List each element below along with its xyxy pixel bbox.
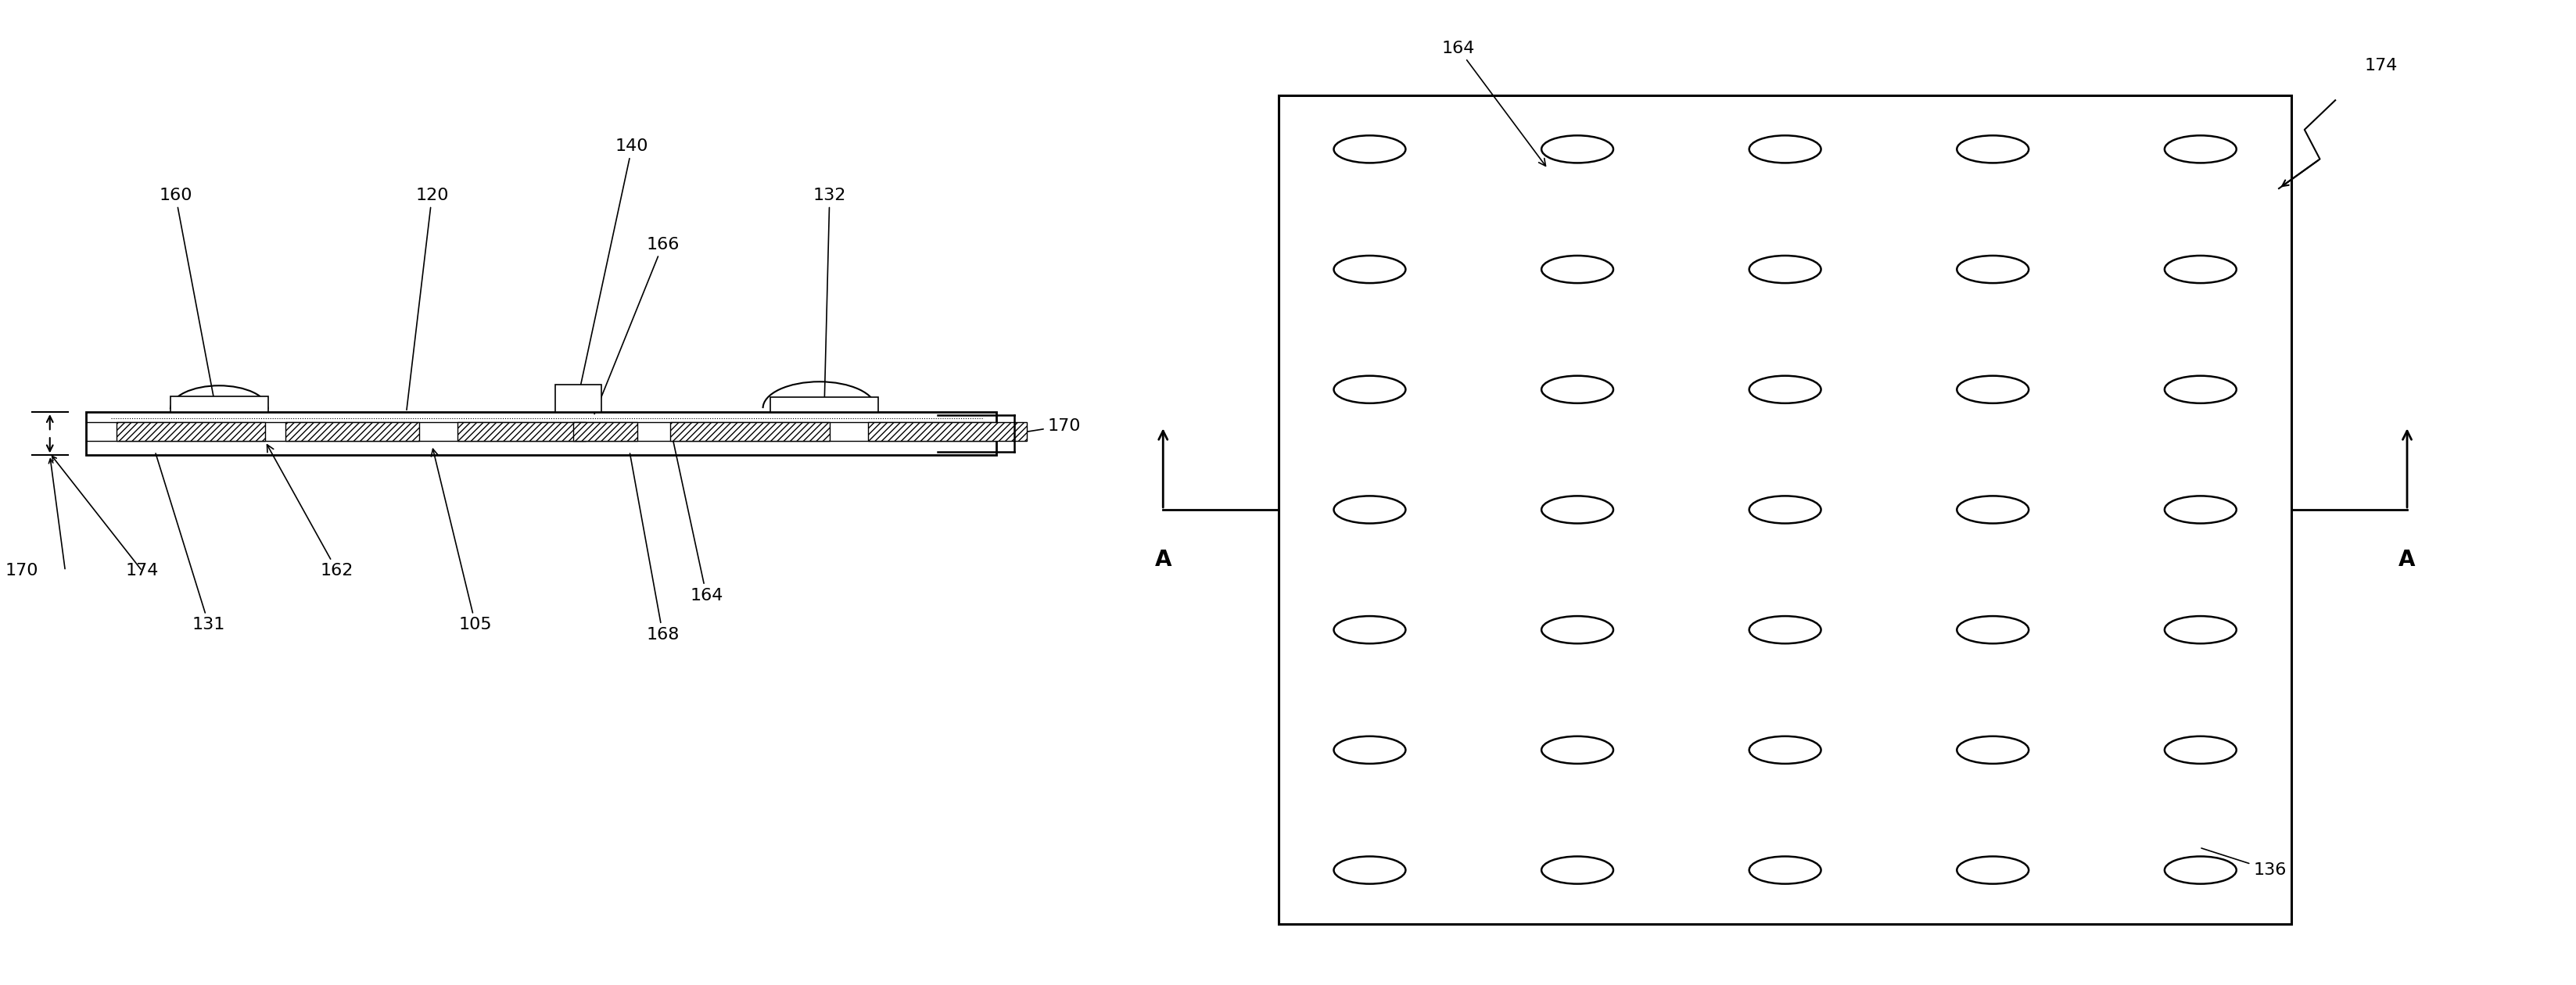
Circle shape: [1540, 736, 1613, 763]
Text: 166: 166: [595, 236, 680, 414]
Bar: [286, 422, 420, 441]
Circle shape: [2164, 856, 2236, 884]
Bar: [868, 422, 1028, 441]
Circle shape: [1334, 375, 1406, 403]
Circle shape: [1958, 136, 2030, 163]
Circle shape: [2164, 375, 2236, 403]
Circle shape: [1540, 856, 1613, 884]
Circle shape: [1958, 736, 2030, 763]
Text: 160: 160: [160, 187, 214, 397]
Bar: [770, 397, 878, 412]
Text: A: A: [2398, 549, 2416, 570]
Circle shape: [1749, 616, 1821, 643]
Bar: [85, 412, 997, 455]
Text: 174: 174: [2365, 58, 2398, 74]
Bar: [556, 384, 600, 412]
Circle shape: [1334, 856, 1406, 884]
Text: 132: 132: [814, 187, 845, 397]
Bar: [459, 422, 585, 441]
Bar: [572, 422, 636, 441]
Text: 131: 131: [155, 453, 227, 632]
Circle shape: [1334, 256, 1406, 283]
Circle shape: [1749, 256, 1821, 283]
Text: 105: 105: [430, 449, 492, 632]
Circle shape: [1749, 375, 1821, 403]
Circle shape: [2164, 136, 2236, 163]
Circle shape: [1540, 375, 1613, 403]
Bar: [1278, 96, 2293, 924]
Circle shape: [2164, 736, 2236, 763]
Circle shape: [1540, 495, 1613, 523]
Text: 164: 164: [670, 430, 724, 603]
Circle shape: [1749, 136, 1821, 163]
Circle shape: [1958, 856, 2030, 884]
Circle shape: [2164, 256, 2236, 283]
Circle shape: [1334, 616, 1406, 643]
Text: A: A: [1154, 549, 1172, 570]
Text: 120: 120: [407, 187, 448, 410]
Circle shape: [1749, 495, 1821, 523]
Circle shape: [1334, 495, 1406, 523]
Circle shape: [1958, 256, 2030, 283]
Bar: [116, 422, 265, 441]
Circle shape: [1334, 136, 1406, 163]
Text: 162: 162: [268, 444, 353, 579]
Circle shape: [1958, 495, 2030, 523]
Circle shape: [1958, 616, 2030, 643]
Circle shape: [1540, 256, 1613, 283]
Circle shape: [1749, 856, 1821, 884]
Text: 174: 174: [126, 563, 160, 579]
Bar: [670, 422, 829, 441]
Circle shape: [1749, 736, 1821, 763]
Text: 136: 136: [2202, 848, 2287, 878]
Circle shape: [2164, 495, 2236, 523]
Circle shape: [2164, 616, 2236, 643]
Circle shape: [1540, 136, 1613, 163]
Text: 140: 140: [580, 139, 649, 394]
Circle shape: [1334, 736, 1406, 763]
Bar: [170, 396, 268, 412]
Text: 168: 168: [631, 453, 680, 642]
Circle shape: [1540, 616, 1613, 643]
Circle shape: [1958, 375, 2030, 403]
Text: 170: 170: [5, 563, 39, 579]
Text: 164: 164: [1443, 40, 1546, 165]
Text: 170: 170: [1018, 418, 1082, 433]
